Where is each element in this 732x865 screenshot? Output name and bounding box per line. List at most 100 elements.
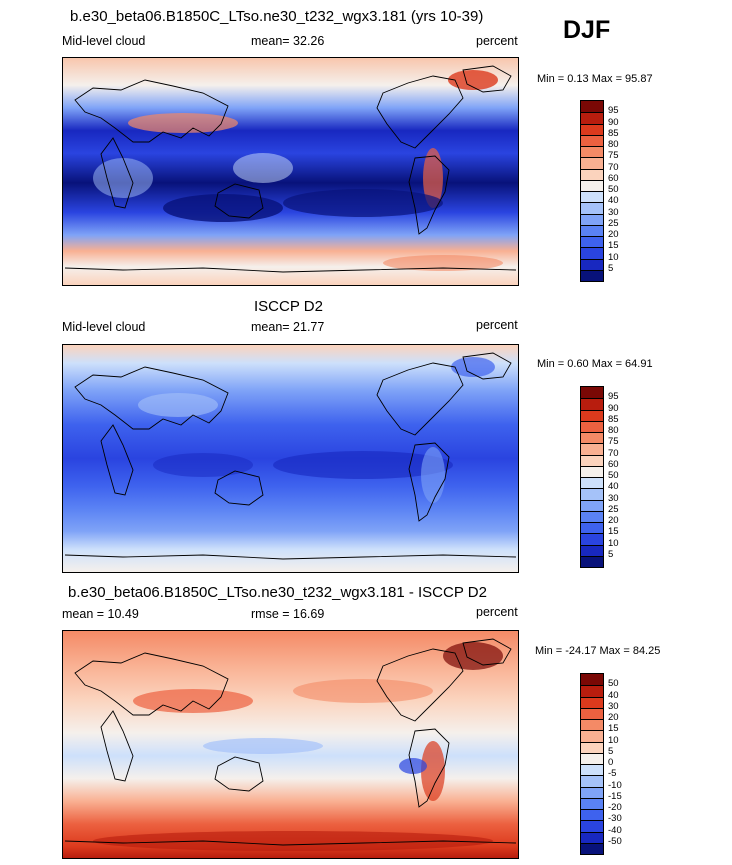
colorbar-swatch	[581, 236, 603, 248]
panel2-title: ISCCP D2	[254, 298, 323, 315]
panel2-map	[62, 344, 519, 573]
colorbar-tick-label: -20	[608, 802, 622, 813]
panel3-map	[62, 630, 519, 859]
colorbar-swatch	[581, 809, 603, 821]
colorbar-tick-label: 85	[608, 413, 619, 425]
colorbar-swatch	[581, 533, 603, 545]
panel2-minmax: Min = 0.60 Max = 64.91	[537, 358, 653, 370]
colorbar-tick-label: 5	[608, 262, 614, 274]
panel2-units-label: percent	[476, 318, 518, 332]
colorbar-swatch	[581, 179, 603, 191]
colorbar-swatch	[581, 842, 603, 854]
colorbar-tick-label: 80	[608, 425, 619, 436]
panel3-units-label: percent	[476, 605, 518, 619]
colorbar-swatch	[581, 101, 603, 113]
colorbar-swatch	[581, 134, 603, 146]
panel1-map	[62, 57, 519, 286]
colorbar-tick-label: 95	[608, 391, 619, 403]
colorbar-swatch	[581, 696, 603, 708]
colorbar-tick-label: 90	[608, 402, 619, 414]
colorbar-tick-label: 10	[608, 537, 619, 549]
colorbar-swatch	[581, 707, 603, 719]
colorbar-swatch	[581, 488, 603, 500]
colorbar-swatch	[581, 454, 603, 466]
panel1-units-label: percent	[476, 34, 518, 48]
colorbar-tick-label: -5	[608, 768, 617, 780]
colorbar-swatch	[581, 258, 603, 270]
colorbar-swatch	[581, 112, 603, 124]
panel1-mean-label: mean= 32.26	[251, 34, 325, 48]
panel3-title: b.e30_beta06.B1850C_LTso.ne30_t232_wgx3.…	[68, 584, 487, 601]
colorbar-swatch	[581, 685, 603, 697]
colorbar-tick-label: 10	[608, 734, 619, 746]
colorbar-swatch	[581, 247, 603, 259]
colorbar-tick-label: 50	[608, 470, 619, 481]
colorbar-tick-label: 15	[608, 723, 619, 735]
colorbar-swatch	[581, 191, 603, 203]
colorbar-swatch	[581, 674, 603, 686]
panel2-left-label: Mid-level cloud	[62, 320, 146, 334]
colorbar-tick-label: 30	[608, 700, 619, 712]
colorbar-tick-label: 30	[608, 492, 619, 504]
colorbar-tick-label: 95	[608, 105, 619, 117]
colorbar-tick-label: 90	[608, 116, 619, 128]
colorbar-tick-label: 60	[608, 172, 619, 184]
colorbar-tick-label: 20	[608, 515, 619, 526]
colorbar-swatch	[581, 224, 603, 236]
colorbar-swatch	[581, 420, 603, 432]
colorbar-tick-label: 50	[608, 184, 619, 195]
colorbar-swatch	[581, 465, 603, 477]
colorbar-swatch	[581, 213, 603, 225]
colorbar-tick-label: 85	[608, 127, 619, 139]
colorbar-tick-label: 75	[608, 436, 619, 448]
colorbar-swatch	[581, 168, 603, 180]
colorbar-swatch	[581, 730, 603, 742]
season-label: DJF	[563, 16, 611, 44]
colorbar-tick-label: 15	[608, 240, 619, 252]
colorbar-swatch	[581, 775, 603, 787]
panel2-colorbar	[580, 386, 604, 568]
colorbar-tick-label: 60	[608, 458, 619, 470]
panel3-mean-label: mean = 10.49	[62, 607, 139, 621]
colorbar-tick-label: 80	[608, 139, 619, 150]
colorbar-tick-label: 40	[608, 481, 619, 493]
colorbar-swatch	[581, 522, 603, 534]
colorbar-swatch	[581, 146, 603, 158]
panel1-title: b.e30_beta06.B1850C_LTso.ne30_t232_wgx3.…	[70, 8, 484, 25]
colorbar-tick-label: -50	[608, 835, 622, 847]
colorbar-swatch	[581, 432, 603, 444]
colorbar-swatch	[581, 719, 603, 731]
colorbar-swatch	[581, 510, 603, 522]
colorbar-swatch	[581, 269, 603, 281]
colorbar-tick-label: 75	[608, 150, 619, 162]
colorbar-swatch	[581, 831, 603, 843]
colorbar-tick-label: 30	[608, 206, 619, 218]
colorbar-tick-label: 20	[608, 712, 619, 723]
colorbar-tick-label: -40	[608, 824, 622, 836]
colorbar-tick-label: -10	[608, 779, 622, 791]
panel1-left-label: Mid-level cloud	[62, 34, 146, 48]
colorbar-tick-label: 0	[608, 757, 614, 768]
colorbar-swatch	[581, 752, 603, 764]
colorbar-tick-label: 40	[608, 195, 619, 207]
colorbar-swatch	[581, 398, 603, 410]
colorbar-tick-label: 50	[608, 678, 619, 690]
panel3-colorbar	[580, 673, 604, 855]
panel3-rmse-label: rmse = 16.69	[251, 607, 325, 621]
colorbar-swatch	[581, 387, 603, 399]
colorbar-swatch	[581, 443, 603, 455]
panel2-mean-label: mean= 21.77	[251, 320, 325, 334]
panel1-colorbar	[580, 100, 604, 282]
colorbar-tick-label: 10	[608, 251, 619, 263]
colorbar-swatch	[581, 123, 603, 135]
colorbar-swatch	[581, 764, 603, 776]
colorbar-tick-label: 20	[608, 229, 619, 240]
colorbar-swatch	[581, 157, 603, 169]
colorbar-swatch	[581, 741, 603, 753]
colorbar-tick-label: 5	[608, 745, 614, 757]
colorbar-swatch	[581, 820, 603, 832]
panel1-minmax: Min = 0.13 Max = 95.87	[537, 73, 653, 85]
panel3-minmax: Min = -24.17 Max = 84.25	[535, 645, 661, 657]
colorbar-tick-label: 25	[608, 503, 619, 515]
colorbar-swatch	[581, 786, 603, 798]
